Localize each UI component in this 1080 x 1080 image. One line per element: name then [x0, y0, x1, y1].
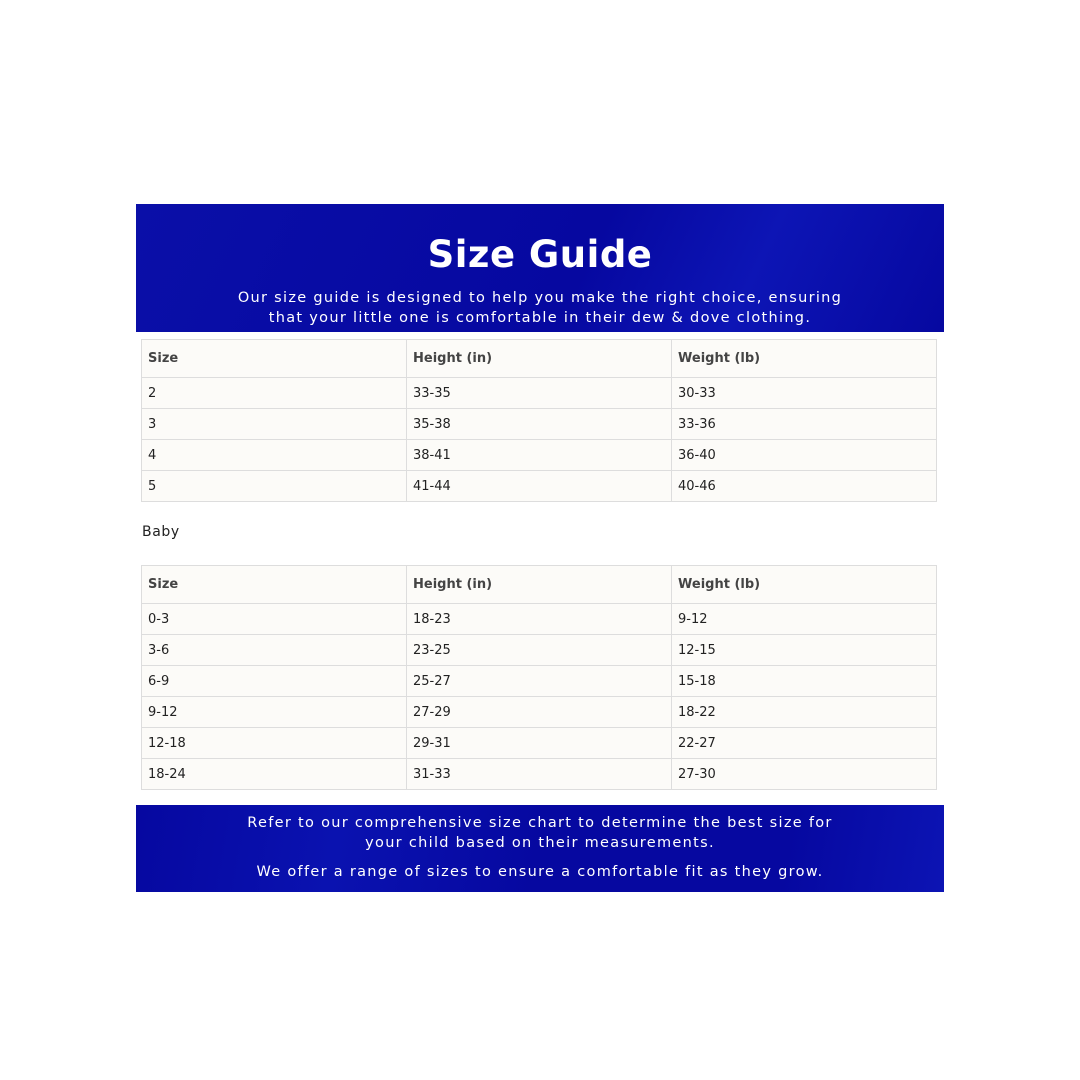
column-header: Weight (lb) [671, 339, 937, 378]
table-row: 0-3 18-23 9-12 [141, 603, 937, 635]
column-header: Size [141, 565, 407, 604]
table-cell: 5 [141, 470, 407, 502]
table-row: 18-24 31-33 27-30 [141, 758, 937, 790]
table-cell: 27-30 [671, 758, 937, 790]
subtitle-line: Our size guide is designed to help you m… [237, 290, 843, 306]
table-cell: 18-23 [406, 603, 672, 635]
table-cell: 38-41 [406, 439, 672, 471]
table-cell: 27-29 [406, 696, 672, 728]
baby-size-table: Size Height (in) Weight (lb) 0-3 18-23 9-1… [141, 565, 937, 790]
table-cell: 9-12 [141, 696, 407, 728]
table-row: 5 41-44 40-46 [141, 470, 937, 502]
table-header-row: Size Height (in) Weight (lb) [141, 565, 937, 604]
footer-paragraph: We offer a range of sizes to ensure a co… [256, 864, 824, 880]
table-cell: 2 [141, 377, 407, 409]
table-cell: 4 [141, 439, 407, 471]
table-cell: 3-6 [141, 634, 407, 666]
table-cell: 18-24 [141, 758, 407, 790]
page-title: Size Guide [427, 233, 653, 276]
header-banner: Size Guide Our size guide is designed to… [136, 204, 944, 332]
table-cell: 41-44 [406, 470, 672, 502]
toddler-size-table: Size Height (in) Weight (lb) 2 33-35 30-33… [141, 339, 937, 502]
table-cell: 35-38 [406, 408, 672, 440]
table-row: 6-9 25-27 15-18 [141, 665, 937, 697]
table-cell: 31-33 [406, 758, 672, 790]
section-label-baby: Baby [142, 524, 180, 540]
table-cell: 0-3 [141, 603, 407, 635]
column-header: Height (in) [406, 565, 672, 604]
column-header: Height (in) [406, 339, 672, 378]
column-header: Weight (lb) [671, 565, 937, 604]
footer-line: your child based on their measurements. [365, 835, 715, 851]
table-cell: 22-27 [671, 727, 937, 759]
table-cell: 12-15 [671, 634, 937, 666]
table-row: 12-18 29-31 22-27 [141, 727, 937, 759]
subtitle-line: that your little one is comfortable in t… [268, 310, 812, 326]
footer-banner: Refer to our comprehensive size chart to… [136, 805, 944, 892]
column-header: Size [141, 339, 407, 378]
table-cell: 40-46 [671, 470, 937, 502]
table-cell: 15-18 [671, 665, 937, 697]
table-cell: 36-40 [671, 439, 937, 471]
table-cell: 3 [141, 408, 407, 440]
table-cell: 6-9 [141, 665, 407, 697]
subtitle: Our size guide is designed to help you m… [136, 288, 944, 328]
table-row: 2 33-35 30-33 [141, 377, 937, 409]
table-cell: 29-31 [406, 727, 672, 759]
table-cell: 18-22 [671, 696, 937, 728]
table-cell: 12-18 [141, 727, 407, 759]
table-row: 4 38-41 36-40 [141, 439, 937, 471]
table-row: 3-6 23-25 12-15 [141, 634, 937, 666]
footer-paragraph: Refer to our comprehensive size chart to… [136, 813, 944, 853]
table-cell: 33-35 [406, 377, 672, 409]
table-header-row: Size Height (in) Weight (lb) [141, 339, 937, 378]
table-cell: 33-36 [671, 408, 937, 440]
footer-line: Refer to our comprehensive size chart to… [247, 815, 833, 831]
table-row: 3 35-38 33-36 [141, 408, 937, 440]
table-row: 9-12 27-29 18-22 [141, 696, 937, 728]
table-cell: 30-33 [671, 377, 937, 409]
table-cell: 9-12 [671, 603, 937, 635]
table-cell: 23-25 [406, 634, 672, 666]
table-cell: 25-27 [406, 665, 672, 697]
